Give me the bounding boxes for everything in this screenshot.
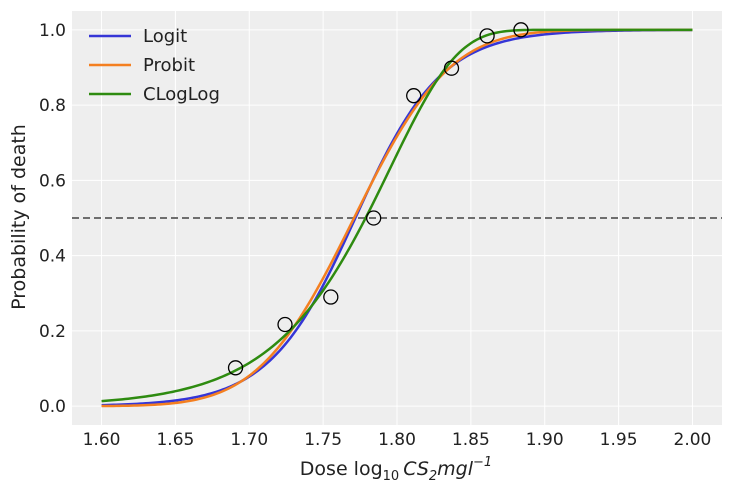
- observed-point: [366, 210, 382, 226]
- x-tick-label: 1.65: [156, 430, 194, 450]
- y-tick-label: 0.0: [39, 397, 66, 417]
- observed-point: [227, 360, 244, 376]
- observed-point: [277, 316, 293, 333]
- observed-point: [479, 28, 495, 44]
- observed-point: [513, 22, 529, 38]
- observed-point: [443, 60, 460, 76]
- y-tick-label: 1.0: [39, 21, 66, 41]
- observed-point: [406, 88, 422, 104]
- x-tick-label: 1.85: [452, 430, 490, 450]
- y-tick-label: 0.4: [39, 247, 66, 267]
- y-axis-label: Probability of death: [8, 124, 30, 310]
- x-tick-label: 2.00: [674, 430, 712, 450]
- observed-points: [227, 22, 529, 376]
- legend-label-logit: Logit: [143, 26, 187, 47]
- y-tick-label: 0.2: [39, 322, 66, 342]
- observed-point: [323, 289, 339, 305]
- y-tick-labels: 0.0 0.2 0.4 0.6 0.8 1.0: [39, 21, 66, 417]
- legend-label-cloglog: CLogLog: [143, 84, 220, 105]
- x-tick-label: 1.95: [600, 430, 638, 450]
- x-tick-label: 1.90: [526, 430, 564, 450]
- legend-label-probit: Probit: [143, 55, 195, 76]
- series-line-cloglog: [101, 28, 693, 403]
- x-axis-label: Dose log10 CS2mgl−1: [300, 455, 492, 484]
- series-lines: [101, 28, 693, 408]
- y-tick-label: 0.6: [39, 171, 66, 191]
- x-tick-label: 1.75: [304, 430, 342, 450]
- grid-lines: [72, 11, 722, 425]
- x-tick-label: 1.80: [378, 430, 416, 450]
- y-tick-label: 0.8: [39, 96, 66, 116]
- legend: Logit Probit CLogLog: [89, 26, 220, 105]
- x-tick-label: 1.60: [83, 430, 121, 450]
- x-tick-labels: 1.60 1.65 1.70 1.75 1.80 1.85 1.90 1.95 2.00: [83, 430, 712, 450]
- x-tick-label: 1.70: [230, 430, 268, 450]
